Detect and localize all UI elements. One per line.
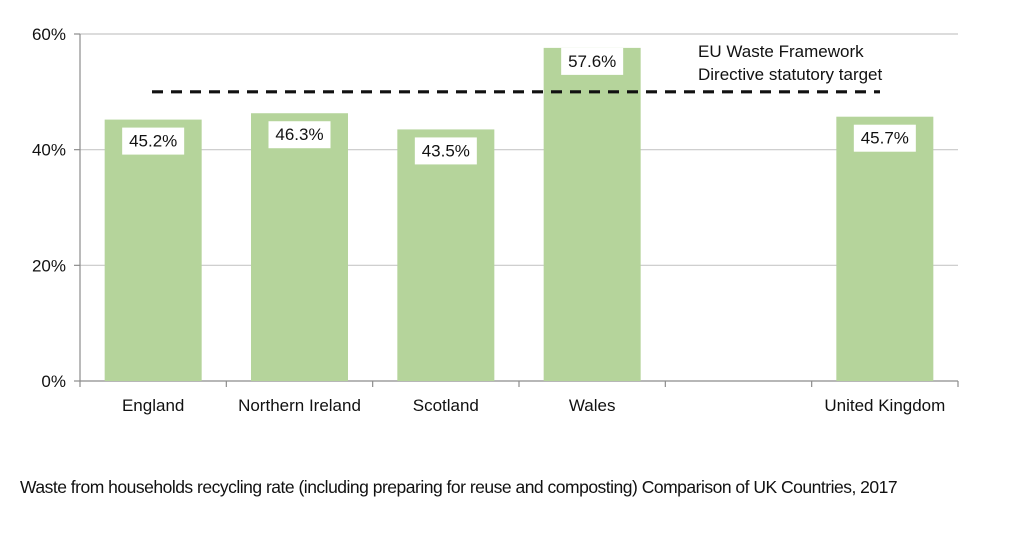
bar [543, 47, 641, 381]
category-label: Northern Ireland [238, 396, 361, 415]
data-label-box [414, 137, 477, 165]
data-label-box [561, 47, 624, 75]
chart-caption: Waste from households recycling rate (in… [20, 477, 898, 497]
y-tick-label: 60% [32, 25, 66, 44]
data-label: 45.7% [861, 129, 909, 148]
target-line-label: EU Waste Framework [698, 42, 864, 61]
bar [104, 119, 202, 382]
data-label: 43.5% [422, 141, 470, 160]
category-label: Wales [569, 396, 616, 415]
data-label-box [268, 121, 331, 149]
data-label-box [853, 124, 916, 152]
category-label: Scotland [413, 396, 479, 415]
data-label-box [122, 127, 185, 155]
y-tick-label: 20% [32, 256, 66, 275]
data-label: 57.6% [568, 52, 616, 71]
bar [251, 113, 348, 382]
data-label: 45.2% [129, 132, 177, 151]
bar [836, 116, 934, 382]
y-tick-label: 0% [41, 372, 66, 391]
y-tick-label: 40% [32, 141, 66, 160]
category-label: United Kingdom [824, 396, 945, 415]
category-label: England [122, 396, 184, 415]
data-label: 46.3% [275, 125, 323, 144]
target-line-label: Directive statutory target [698, 65, 883, 84]
bar [397, 129, 495, 381]
